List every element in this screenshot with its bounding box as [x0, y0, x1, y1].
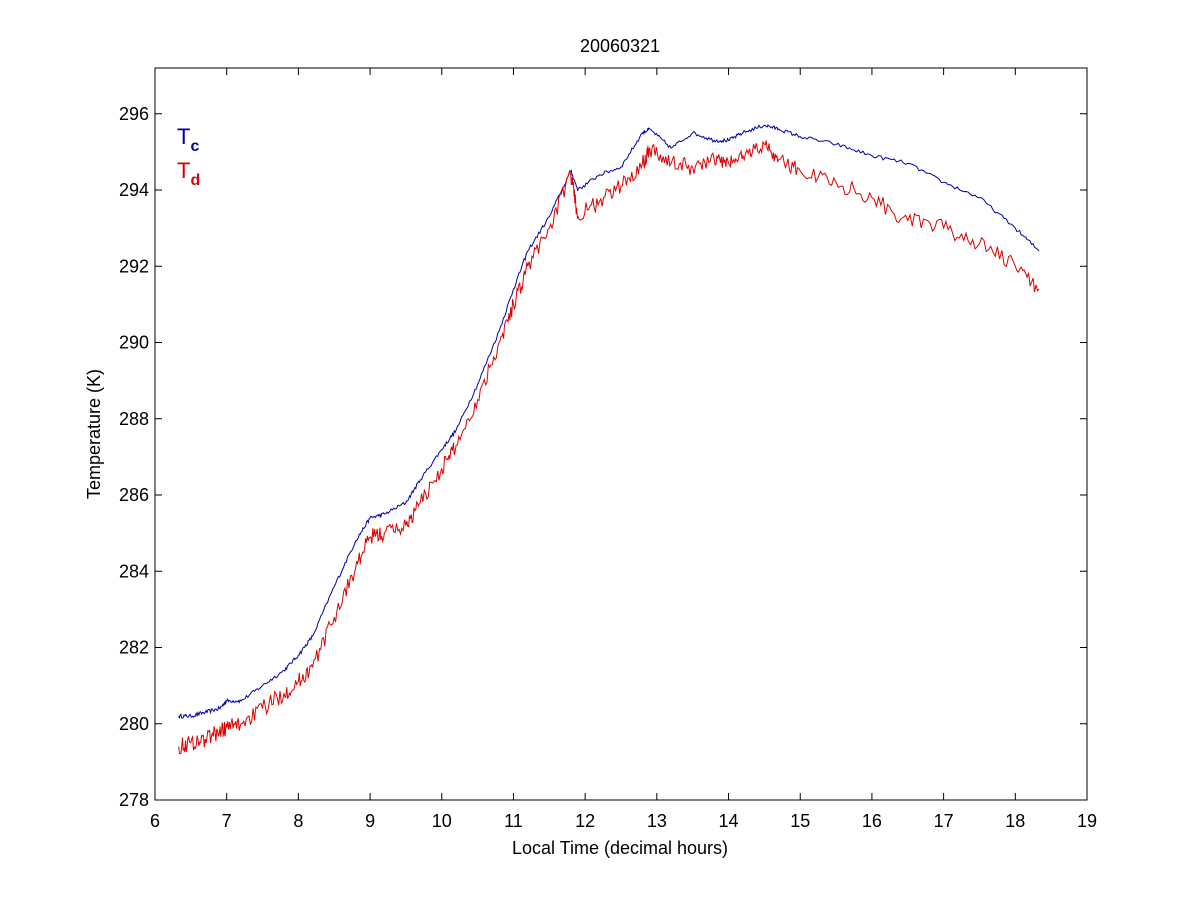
x-tick-label: 16 — [862, 811, 882, 831]
y-tick-label: 282 — [119, 638, 149, 658]
x-tick-label: 13 — [647, 811, 667, 831]
x-tick-label: 15 — [790, 811, 810, 831]
y-tick-label: 280 — [119, 714, 149, 734]
plot-frame — [154, 67, 1088, 801]
y-tick-label: 292 — [119, 256, 149, 276]
y-tick-label: 290 — [119, 333, 149, 353]
x-tick-label: 11 — [504, 811, 523, 831]
x-tick-label: 10 — [432, 811, 452, 831]
y-tick-label: 278 — [119, 790, 149, 810]
x-tick-label: 18 — [1005, 811, 1025, 831]
y-axis: 278 280 282 284 286 288 290 292 294 296 — [119, 104, 1087, 810]
y-tick-label: 288 — [119, 409, 149, 429]
series-line-tc — [178, 124, 1040, 720]
series-layer — [178, 124, 1040, 755]
x-tick-label: 17 — [934, 811, 954, 831]
y-tick-label: 284 — [119, 561, 149, 581]
y-tick-label: 296 — [119, 104, 149, 124]
x-tick-label: 12 — [575, 811, 595, 831]
x-tick-label: 9 — [365, 811, 375, 831]
x-axis: 6 7 8 9 10 11 12 13 14 15 16 17 18 19 — [150, 68, 1097, 831]
x-tick-label: 7 — [222, 811, 232, 831]
y-tick-label: 294 — [119, 180, 149, 200]
legend-entry-tc: Tc — [177, 124, 199, 155]
y-tick-label: 286 — [119, 485, 149, 505]
x-axis-label: Local Time (decimal hours) — [512, 838, 728, 858]
x-tick-label: 8 — [293, 811, 303, 831]
y-axis-label: Temperature (K) — [84, 369, 104, 499]
series-line-td — [178, 140, 1040, 755]
chart-title: 20060321 — [580, 36, 660, 56]
x-tick-label: 6 — [150, 811, 160, 831]
x-tick-label: 19 — [1077, 811, 1097, 831]
x-tick-label: 14 — [719, 811, 739, 831]
legend-entry-td: Td — [177, 158, 200, 189]
